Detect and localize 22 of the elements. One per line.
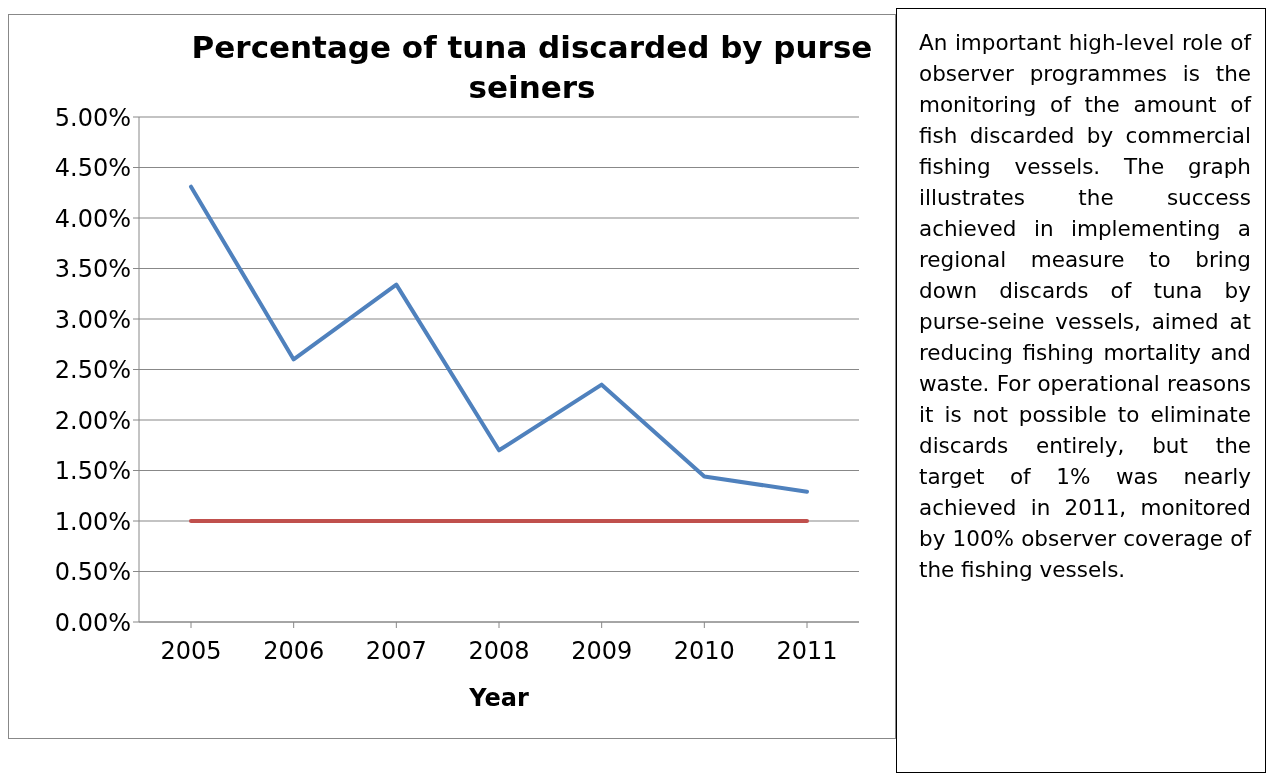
y-tick-label: 0.50%	[54, 558, 131, 587]
y-tick-label: 3.50%	[54, 255, 131, 284]
y-tick-label: 4.50%	[54, 154, 131, 183]
y-tick-label: 4.00%	[54, 204, 131, 233]
y-tick-label: 1.00%	[54, 507, 131, 536]
y-tick-label: 3.00%	[54, 305, 131, 334]
chart-title: Percentage of tuna discarded by purse seiners	[191, 29, 873, 105]
y-tick-label: 0.00%	[54, 608, 131, 637]
text: An important high-level role of observer programmes is the monitoring of the amount of fish discarded by commercial fishing vessels. The graph illustrates the success achieved in implementing a regional measure to bring down discards of tuna by purse-seine vessels, aimed at reducing fishing mortality and waste. For operational reasons it is not possible to eliminate discards entirely, but the target of 1% was nearly achieved in 2011, monitored by 100% observer coverage of the fishing vessels.	[919, 30, 1251, 582]
y-tick-label: 5.00%	[54, 103, 131, 132]
x-tick-label: 2011	[776, 637, 838, 666]
x-tick-label: 2008	[468, 637, 530, 666]
x-tick-label: 2007	[365, 637, 427, 666]
x-tick-label: 2009	[571, 637, 633, 666]
x-tick-label: 2006	[263, 637, 325, 666]
line-series	[189, 184, 809, 494]
x-tick-label: 2005	[160, 637, 222, 666]
y-tick-label: 1.50%	[54, 457, 131, 486]
y-tick-label: 2.50%	[54, 356, 131, 385]
x-tick-label: 2010	[673, 637, 735, 666]
y-tick-label: 2.00%	[54, 406, 131, 435]
x-axis-title: Year	[468, 684, 529, 712]
